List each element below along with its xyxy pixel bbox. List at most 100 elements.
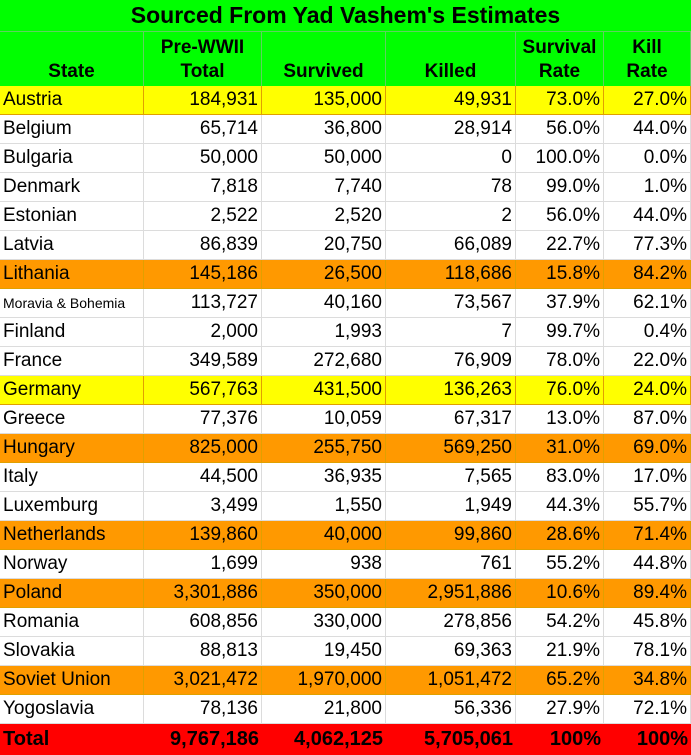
table-row: France 349,589 272,680 76,909 78.0% 22.0% — [0, 347, 691, 376]
total-cell-survival-rate: 100% — [549, 728, 601, 750]
table-row: Austria 184,931 135,000 49,931 73.0% 27.0% — [0, 86, 691, 115]
cell-killed: 78 — [386, 173, 516, 201]
column-header-pre-wwii-total: Pre-WWII Total — [144, 32, 262, 86]
cell-survival-rate: 56.0% — [516, 202, 604, 230]
cell-state: Belgium — [0, 115, 144, 143]
column-header-killed: Killed — [386, 32, 516, 86]
cell-state: Poland — [0, 579, 144, 607]
cell-pre-wwii-total: 825,000 — [144, 434, 262, 462]
total-cell-kill-rate: 100% — [636, 728, 688, 750]
cell-kill-rate: 87.0% — [604, 405, 691, 433]
cell-kill-rate: 71.4% — [604, 521, 691, 549]
cell-kill-rate: 84.2% — [604, 260, 691, 288]
cell-killed: 2,951,886 — [386, 579, 516, 607]
cell-pre-wwii-total: 86,839 — [144, 231, 262, 259]
cell-kill-rate: 1.0% — [604, 173, 691, 201]
cell-state: Germany — [0, 376, 144, 404]
cell-killed: 49,931 — [386, 86, 516, 114]
cell-survival-rate: 76.0% — [516, 376, 604, 404]
cell-survived: 40,000 — [262, 521, 386, 549]
cell-state: Hungary — [0, 434, 144, 462]
cell-survived: 135,000 — [262, 86, 386, 114]
header-row: State Pre-WWII Total Survived Killed Surviva… — [0, 32, 691, 86]
cell-survival-rate: 28.6% — [516, 521, 604, 549]
table-row: Germany 567,763 431,500 136,263 76.0% 24.0% — [0, 376, 691, 405]
cell-kill-rate: 62.1% — [604, 289, 691, 317]
table-row: Finland 2,000 1,993 7 99.7% 0.4% — [0, 318, 691, 347]
table-row: Estonian 2,522 2,520 2 56.0% 44.0% — [0, 202, 691, 231]
cell-survival-rate: 22.7% — [516, 231, 604, 259]
cell-pre-wwii-total: 3,021,472 — [144, 666, 262, 694]
cell-pre-wwii-total: 2,522 — [144, 202, 262, 230]
cell-survived: 350,000 — [262, 579, 386, 607]
table-row: Hungary 825,000 255,750 569,250 31.0% 69.0% — [0, 434, 691, 463]
cell-state: Denmark — [0, 173, 144, 201]
cell-survival-rate: 99.7% — [516, 318, 604, 346]
cell-survival-rate: 83.0% — [516, 463, 604, 491]
table-row: Denmark 7,818 7,740 78 99.0% 1.0% — [0, 173, 691, 202]
cell-survived: 1,970,000 — [262, 666, 386, 694]
cell-kill-rate: 72.1% — [604, 695, 691, 723]
cell-survived: 21,800 — [262, 695, 386, 723]
cell-killed: 7 — [386, 318, 516, 346]
cell-survival-rate: 55.2% — [516, 550, 604, 578]
cell-kill-rate: 17.0% — [604, 463, 691, 491]
table-row: Poland 3,301,886 350,000 2,951,886 10.6% 89.4… — [0, 579, 691, 608]
cell-kill-rate: 78.1% — [604, 637, 691, 665]
cell-survival-rate: 31.0% — [516, 434, 604, 462]
cell-killed: 118,686 — [386, 260, 516, 288]
cell-survived: 938 — [262, 550, 386, 578]
cell-kill-rate: 44.8% — [604, 550, 691, 578]
cell-survival-rate: 15.8% — [516, 260, 604, 288]
table-row: Belgium 65,714 36,800 28,914 56.0% 44.0% — [0, 115, 691, 144]
cell-killed: 2 — [386, 202, 516, 230]
cell-kill-rate: 22.0% — [604, 347, 691, 375]
cell-state: Estonian — [0, 202, 144, 230]
cell-pre-wwii-total: 88,813 — [144, 637, 262, 665]
cell-kill-rate: 44.0% — [604, 202, 691, 230]
table-row: Moravia & Bohemia 113,727 40,160 73,567 37.9… — [0, 289, 691, 318]
table-row: Romania 608,856 330,000 278,856 54.2% 45.8% — [0, 608, 691, 637]
table-row: Italy 44,500 36,935 7,565 83.0% 17.0% — [0, 463, 691, 492]
cell-survival-rate: 37.9% — [516, 289, 604, 317]
cell-survival-rate: 56.0% — [516, 115, 604, 143]
cell-kill-rate: 89.4% — [604, 579, 691, 607]
cell-pre-wwii-total: 113,727 — [144, 289, 262, 317]
cell-killed: 761 — [386, 550, 516, 578]
cell-state: Luxemburg — [0, 492, 144, 520]
cell-pre-wwii-total: 567,763 — [144, 376, 262, 404]
cell-state: Italy — [0, 463, 144, 491]
cell-state: Finland — [0, 318, 144, 346]
cell-state: Austria — [0, 86, 144, 114]
table-row: Luxemburg 3,499 1,550 1,949 44.3% 55.7% — [0, 492, 691, 521]
column-header-survived: Survived — [262, 32, 386, 86]
cell-pre-wwii-total: 44,500 — [144, 463, 262, 491]
cell-survived: 431,500 — [262, 376, 386, 404]
cell-kill-rate: 77.3% — [604, 231, 691, 259]
cell-survival-rate: 44.3% — [516, 492, 604, 520]
cell-survived: 2,520 — [262, 202, 386, 230]
table-row: Bulgaria 50,000 50,000 0 100.0% 0.0% — [0, 144, 691, 173]
cell-survival-rate: 78.0% — [516, 347, 604, 375]
table-row: Norway 1,699 938 761 55.2% 44.8% — [0, 550, 691, 579]
cell-survival-rate: 54.2% — [516, 608, 604, 636]
cell-pre-wwii-total: 139,860 — [144, 521, 262, 549]
cell-killed: 28,914 — [386, 115, 516, 143]
cell-survived: 36,935 — [262, 463, 386, 491]
column-header-state: State — [0, 32, 144, 86]
cell-killed: 278,856 — [386, 608, 516, 636]
cell-killed: 69,363 — [386, 637, 516, 665]
cell-state: Lithania — [0, 260, 144, 288]
cell-kill-rate: 55.7% — [604, 492, 691, 520]
cell-pre-wwii-total: 65,714 — [144, 115, 262, 143]
cell-killed: 1,051,472 — [386, 666, 516, 694]
cell-survived: 10,059 — [262, 405, 386, 433]
total-row: Total 9,767,186 4,062,125 5,705,061 100% 100% — [0, 724, 691, 755]
table-title: Sourced From Yad Vashem's Estimates — [0, 0, 691, 32]
cell-kill-rate: 27.0% — [604, 86, 691, 114]
cell-kill-rate: 24.0% — [604, 376, 691, 404]
cell-state: Yogoslavia — [0, 695, 144, 723]
cell-survived: 40,160 — [262, 289, 386, 317]
cell-pre-wwii-total: 184,931 — [144, 86, 262, 114]
